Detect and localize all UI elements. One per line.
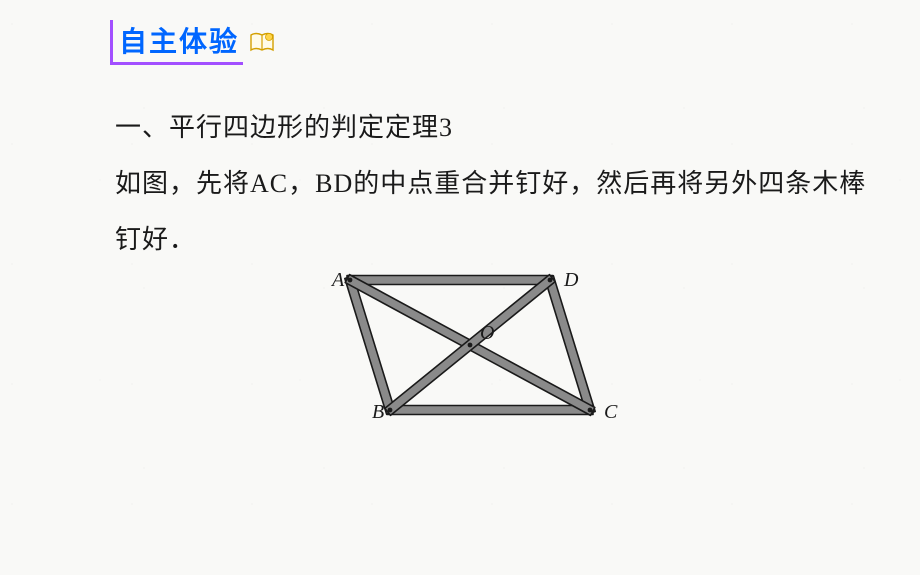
body-text: 一、平行四边形的判定定理3 如图，先将AC，BD的中点重合并钉好，然后再将另外四… [115,100,880,268]
book-icon [249,32,275,54]
subheading: 一、平行四边形的判定定理3 [115,100,880,156]
paragraph-line-1: 如图，先将AC，BD的中点重合并钉好，然后再将另外四条木棒 [115,156,880,212]
parallelogram-diagram: A D B C O [300,260,620,440]
header-underline: 自主体验 [110,20,243,65]
svg-text:D: D [563,269,579,291]
svg-text:A: A [330,269,345,291]
svg-text:O: O [480,322,494,344]
header-title: 自主体验 [119,26,239,57]
section-header: 自主体验 [110,20,275,65]
svg-text:B: B [372,401,384,423]
svg-text:C: C [604,401,618,423]
